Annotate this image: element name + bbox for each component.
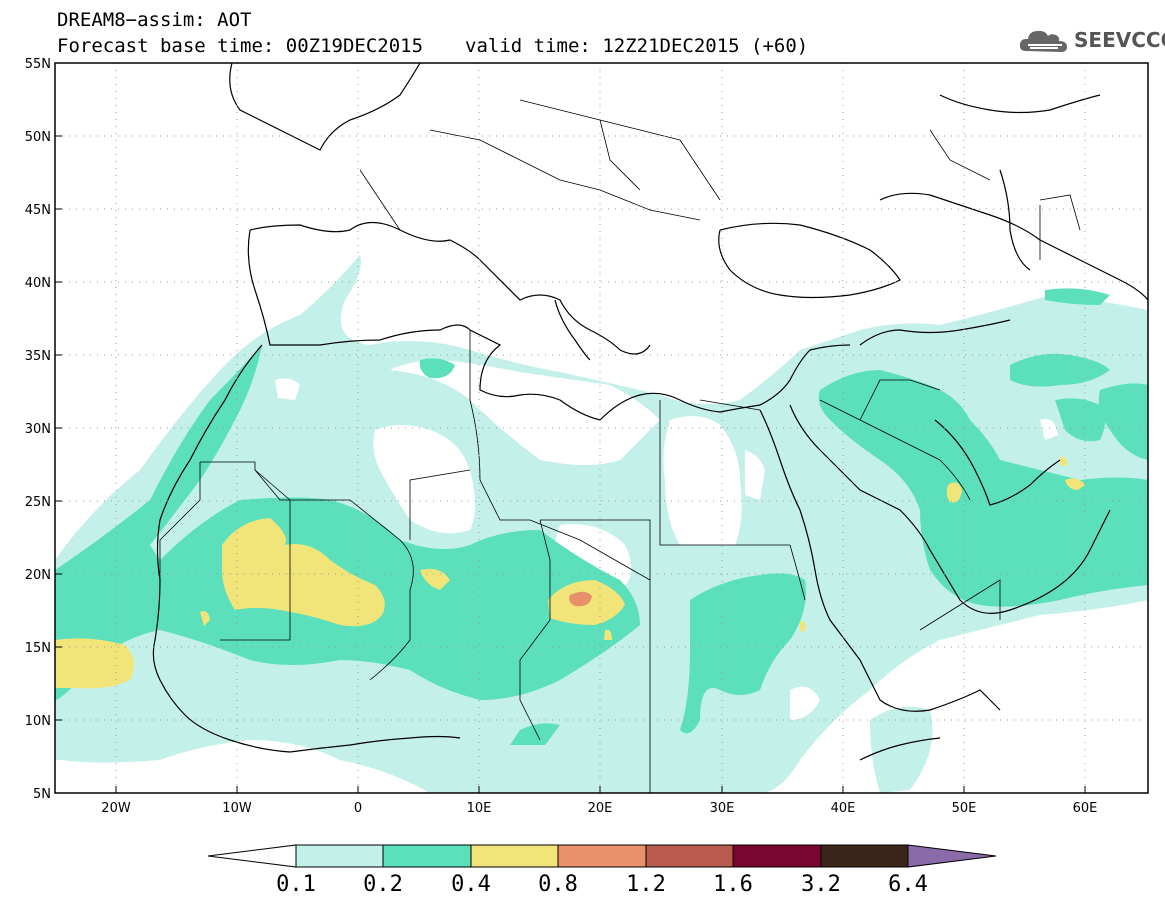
- lat-label: 40N: [25, 276, 51, 291]
- lat-label: 35N: [25, 349, 51, 364]
- colorbar-swatch: [470, 844, 559, 868]
- lon-label: 40E: [831, 801, 856, 816]
- lon-label: 50E: [952, 801, 977, 816]
- lon-label: 10W: [222, 801, 252, 816]
- colorbar-label: 0.4: [451, 872, 491, 897]
- lon-label: 30E: [710, 801, 735, 816]
- lon-label: 20W: [101, 801, 131, 816]
- lat-label: 30N: [25, 422, 51, 437]
- tick-marks: [55, 135, 1086, 793]
- aot-class-0-4: [55, 456, 1085, 689]
- lat-label: 15N: [25, 641, 51, 656]
- colorbar-high-arrow: [907, 844, 997, 868]
- valid-time: valid time: 12Z21DEC2015 (+60): [465, 35, 809, 57]
- colorbar-label: 0.1: [276, 872, 316, 897]
- graticule: [55, 63, 1148, 793]
- lon-label: 20E: [588, 801, 613, 816]
- colorbar: [207, 844, 997, 868]
- colorbar-label: 3.2: [801, 872, 841, 897]
- colorbar-low-arrow: [207, 844, 297, 868]
- colorbar-label: 0.2: [363, 872, 403, 897]
- colorbar-swatch: [820, 844, 909, 868]
- colorbar-swatch: [645, 844, 734, 868]
- lon-label: 0: [354, 801, 362, 816]
- lon-labels: 20W 10W 0 10E 20E 30E 40E 50E 60E: [101, 801, 1097, 816]
- cloud-icon: [1019, 30, 1067, 52]
- base-time: Forecast base time: 00Z19DEC2015: [57, 35, 424, 57]
- forecast-time-line: Forecast base time: 00Z19DEC2015 valid ti…: [57, 36, 808, 56]
- colorbar-swatch: [557, 844, 647, 868]
- logo-text: SEEVCCC: [1074, 28, 1165, 52]
- colorbar-label: 1.2: [626, 872, 666, 897]
- colorbar-label: 1.6: [713, 872, 753, 897]
- lat-label: 5N: [33, 787, 51, 802]
- lat-label: 45N: [25, 203, 51, 218]
- colorbar-label: 6.4: [888, 872, 928, 897]
- lon-label: 60E: [1073, 801, 1098, 816]
- colorbar-swatch: [732, 844, 822, 868]
- lat-label: 55N: [25, 57, 51, 72]
- aot-fields: [55, 63, 1148, 793]
- colorbar-swatch: [382, 844, 472, 868]
- lat-labels: 55N 50N 45N 40N 35N 30N 25N 20N 15N 10N …: [25, 57, 51, 802]
- lat-label: 25N: [25, 495, 51, 510]
- colorbar-swatch: [295, 844, 384, 868]
- lon-label: 10E: [467, 801, 492, 816]
- lat-label: 10N: [25, 714, 51, 729]
- seevccc-logo: SEEVCCC: [1018, 25, 1165, 57]
- map-title: DREAM8−assim: AOT: [57, 9, 252, 31]
- colorbar-label: 0.8: [538, 872, 578, 897]
- lat-label: 50N: [25, 130, 51, 145]
- aot-class-0-8: [569, 591, 592, 607]
- lat-label: 20N: [25, 568, 51, 583]
